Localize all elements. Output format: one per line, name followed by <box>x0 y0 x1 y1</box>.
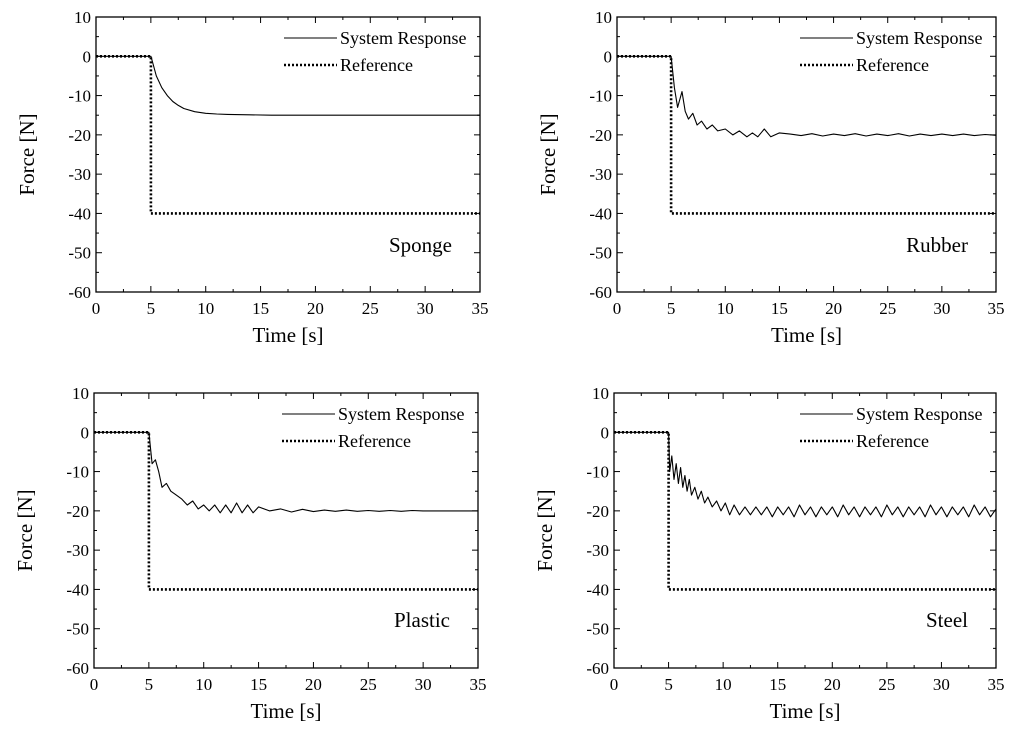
y-tick-label: -50 <box>66 620 89 639</box>
y-tick-label: -40 <box>68 204 91 223</box>
x-tick-label: 15 <box>252 299 269 318</box>
x-tick-label: 25 <box>879 299 896 318</box>
y-tick-label: 0 <box>81 423 90 442</box>
y-tick-label: -50 <box>586 620 609 639</box>
x-tick-label: 10 <box>195 675 212 694</box>
y-tick-label: 10 <box>72 384 89 403</box>
series-line-reference <box>96 54 480 215</box>
x-tick-label: 5 <box>667 299 676 318</box>
y-tick-label: -50 <box>68 244 91 263</box>
y-tick-label: -40 <box>589 204 612 223</box>
x-tick-label: 30 <box>415 675 432 694</box>
x-axis-title: Time [s] <box>253 323 324 347</box>
x-tick-label: 15 <box>769 675 786 694</box>
y-tick-label: -60 <box>68 283 91 302</box>
y-tick-label: -60 <box>66 659 89 678</box>
x-tick-label: 0 <box>610 675 619 694</box>
y-tick-label: -10 <box>66 463 89 482</box>
legend-label: System Response <box>338 404 465 424</box>
x-axis-title: Time [s] <box>771 323 842 347</box>
material-label: Rubber <box>906 233 968 257</box>
x-tick-label: 5 <box>145 675 154 694</box>
x-tick-label: 0 <box>92 299 101 318</box>
x-tick-label: 35 <box>472 299 489 318</box>
y-axis-title: Force [N] <box>533 489 557 571</box>
legend-label: Reference <box>856 55 929 75</box>
x-tick-label: 10 <box>717 299 734 318</box>
y-tick-label: 0 <box>604 47 613 66</box>
y-tick-label: -10 <box>589 87 612 106</box>
y-tick-label: 0 <box>83 47 92 66</box>
y-tick-label: -30 <box>589 165 612 184</box>
series-line-system-response <box>617 55 997 138</box>
y-tick-label: -50 <box>589 244 612 263</box>
y-tick-label: -10 <box>586 463 609 482</box>
y-tick-label: -40 <box>66 580 89 599</box>
x-tick-label: 15 <box>771 299 788 318</box>
legend-label: System Response <box>856 404 983 424</box>
x-tick-label: 25 <box>878 675 895 694</box>
y-tick-label: 10 <box>592 384 609 403</box>
x-tick-label: 30 <box>933 299 950 318</box>
y-tick-label: -40 <box>586 580 609 599</box>
series-line-reference <box>614 430 996 591</box>
legend-label: Reference <box>340 55 413 75</box>
y-axis-title: Force [N] <box>15 113 39 195</box>
x-tick-label: 5 <box>664 675 673 694</box>
y-tick-label: -30 <box>66 541 89 560</box>
x-axis-title: Time [s] <box>770 699 841 723</box>
chart-panel-sponge: 0 5 10 15 20 25 30 35 10 0 -10 -20 -30 -40 -50 -60 Time … <box>15 8 489 347</box>
y-axis-title: Force [N] <box>536 113 560 195</box>
x-tick-label: 30 <box>417 299 434 318</box>
legend-label: Reference <box>338 431 411 451</box>
y-tick-label: -10 <box>68 87 91 106</box>
x-tick-label: 0 <box>90 675 99 694</box>
y-tick-label: -30 <box>68 165 91 184</box>
material-label: Sponge <box>389 233 452 257</box>
x-tick-label: 35 <box>988 299 1005 318</box>
x-tick-label: 20 <box>825 299 842 318</box>
y-tick-label: -30 <box>586 541 609 560</box>
series-line-reference <box>617 54 996 215</box>
series-line-system-response <box>96 55 480 116</box>
chart-panel-rubber: 0 5 10 15 20 25 30 35 10 0 -10 -20 -30 -40 -50 -60 Time … <box>536 8 1005 347</box>
series-line-system-response <box>94 431 478 514</box>
x-tick-label: 20 <box>305 675 322 694</box>
y-tick-label: 10 <box>595 8 612 27</box>
x-tick-label: 15 <box>250 675 267 694</box>
x-tick-label: 10 <box>197 299 214 318</box>
x-tick-label: 35 <box>988 675 1005 694</box>
x-tick-label: 25 <box>362 299 379 318</box>
material-label: Plastic <box>394 608 450 632</box>
x-tick-label: 0 <box>613 299 622 318</box>
x-tick-label: 20 <box>824 675 841 694</box>
chart-panel-plastic: 0 5 10 15 20 25 30 35 10 0 -10 -20 -30 -40 -50 -60 Time … <box>13 384 487 723</box>
legend-label: Reference <box>856 431 929 451</box>
x-tick-label: 35 <box>470 675 487 694</box>
y-tick-label: 0 <box>601 423 610 442</box>
y-tick-label: -60 <box>589 283 612 302</box>
x-axis-title: Time [s] <box>251 699 322 723</box>
series-line-system-response <box>614 431 997 518</box>
y-tick-label: -20 <box>589 126 612 145</box>
x-tick-label: 25 <box>360 675 377 694</box>
y-tick-label: -20 <box>66 502 89 521</box>
chart-panel-steel: 0 5 10 15 20 25 30 35 10 0 -10 -20 -30 -40 -50 -60 Time … <box>533 384 1005 723</box>
legend-label: System Response <box>856 28 983 48</box>
x-tick-label: 30 <box>933 675 950 694</box>
x-tick-label: 10 <box>715 675 732 694</box>
x-tick-label: 20 <box>307 299 324 318</box>
y-tick-label: -20 <box>586 502 609 521</box>
legend-label: System Response <box>340 28 467 48</box>
y-axis-title: Force [N] <box>13 489 37 571</box>
x-tick-label: 5 <box>147 299 156 318</box>
y-tick-label: -20 <box>68 126 91 145</box>
material-label: Steel <box>926 608 968 632</box>
y-tick-label: -60 <box>586 659 609 678</box>
series-line-reference <box>94 430 478 591</box>
y-tick-label: 10 <box>74 8 91 27</box>
